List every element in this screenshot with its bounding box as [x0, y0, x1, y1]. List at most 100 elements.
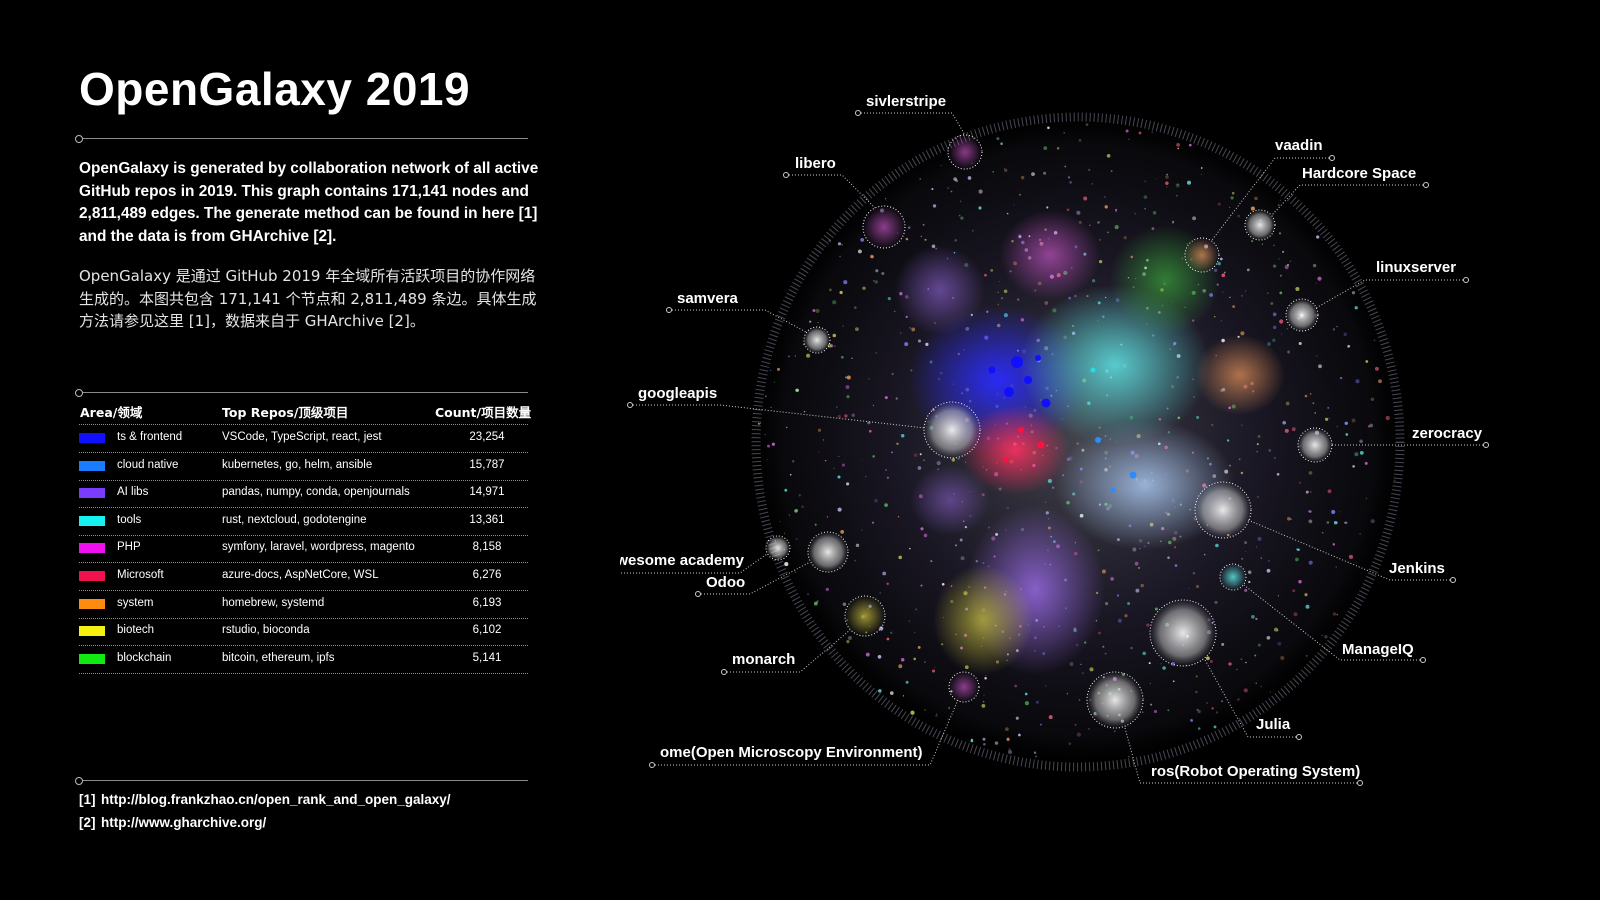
galaxy-label-julia: Julia: [1149, 599, 1302, 740]
graph-node: [1336, 325, 1338, 328]
graph-node: [1138, 566, 1140, 569]
area-color-swatch: [79, 543, 105, 554]
top-repos: VSCode, TypeScript, react, jest: [222, 431, 382, 443]
svg-text:samvera: samvera: [677, 290, 739, 307]
table-row: system homebrew, systemd 6,193: [79, 591, 528, 619]
graph-node: [958, 214, 961, 217]
graph-node: [842, 325, 844, 327]
reference-2-link[interactable]: http://www.gharchive.org/: [101, 815, 267, 830]
graph-node: [1316, 235, 1320, 239]
graph-node: [869, 254, 874, 259]
graph-node: [917, 339, 922, 343]
graph-node: [769, 369, 772, 372]
graph-node: [1114, 730, 1116, 733]
graph-node: [1256, 450, 1258, 453]
area-name: cloud native: [117, 458, 179, 471]
graph-node: [935, 714, 938, 717]
galaxy-label-awesome-academy: awesome academy: [620, 535, 791, 574]
graph-node: [868, 378, 870, 380]
graph-node: [971, 229, 974, 232]
graph-node: [1231, 191, 1235, 195]
graph-node: [1344, 521, 1347, 524]
graph-node: [992, 170, 995, 173]
graph-node: [917, 645, 921, 649]
graph-node: [1165, 186, 1168, 188]
graph-node: [1370, 397, 1375, 402]
graph-node: [906, 238, 909, 241]
graph-node: [1240, 658, 1243, 661]
area-name: AI libs: [117, 486, 149, 499]
graph-node: [1197, 727, 1201, 730]
graph-node: [959, 200, 962, 202]
graph-node: [1200, 173, 1202, 176]
graph-node: [1148, 662, 1151, 665]
graph-node: [1365, 497, 1368, 500]
graph-node: [1230, 196, 1234, 200]
graph-node: [947, 187, 949, 189]
graph-node: [947, 718, 949, 721]
graph-node: [806, 353, 811, 358]
table-row: Microsoft azure-docs, AspNetCore, WSL 6,27…: [79, 563, 528, 591]
graph-node: [877, 654, 882, 659]
top-repos: symfony, laravel, wordpress, magento: [222, 541, 415, 554]
graph-node: [809, 320, 812, 323]
graph-node: [911, 712, 913, 714]
graph-node: [930, 560, 933, 563]
graph-node: [920, 584, 923, 587]
graph-node: [1024, 701, 1029, 706]
graph-node: [1348, 554, 1354, 559]
repo-count: 6,276: [472, 569, 502, 581]
graph-node: [884, 396, 888, 400]
graph-node: [1221, 700, 1223, 702]
top-repos: rust, nextcloud, godotengine: [222, 513, 367, 526]
graph-node: [1021, 175, 1025, 180]
graph-node: [881, 271, 885, 276]
graph-node: [829, 288, 832, 292]
graph-node: [1098, 238, 1101, 241]
graph-node: [905, 680, 909, 684]
svg-text:monarch: monarch: [732, 651, 795, 668]
graph-node: [1190, 719, 1194, 722]
graph-node: [1175, 194, 1178, 197]
graph-node: [1247, 570, 1252, 574]
graph-node: [934, 666, 936, 668]
graph-node: [1076, 210, 1081, 215]
graph-node: [759, 422, 762, 424]
graph-node: [884, 503, 888, 507]
graph-node: [879, 592, 881, 594]
graph-node: [1015, 716, 1019, 720]
graph-node: [1347, 344, 1351, 348]
graph-node: [1196, 708, 1199, 711]
graph-node: [1091, 183, 1094, 185]
graph-node: [1272, 312, 1277, 317]
graph-node: [807, 593, 809, 595]
graph-node: [887, 296, 891, 301]
graph-node: [1192, 216, 1197, 221]
graph-node: [1215, 543, 1219, 548]
graph-node: [1245, 661, 1247, 664]
graph-node: [907, 226, 911, 229]
graph-node: [984, 273, 987, 277]
graph-node: [1284, 265, 1289, 270]
area-color-swatch: [79, 460, 105, 471]
graph-node: [915, 608, 918, 611]
graph-node: [1290, 518, 1292, 520]
graph-node: [1069, 181, 1072, 184]
graph-node: [1066, 208, 1070, 212]
area-name: PHP: [117, 541, 141, 554]
graph-node: [1144, 180, 1147, 183]
graph-node: [1056, 147, 1060, 150]
graph-node: [931, 669, 936, 673]
graph-node: [1186, 180, 1192, 185]
graph-node: [1267, 292, 1269, 294]
graph-node: [1081, 672, 1084, 675]
graph-node: [1102, 645, 1105, 648]
graph-node: [1257, 434, 1261, 438]
graph-node: [1336, 425, 1339, 428]
area-color-swatch: [79, 488, 105, 499]
graph-node: [1306, 655, 1308, 657]
graph-node: [990, 268, 994, 272]
graph-node: [837, 415, 841, 419]
reference-1-link[interactable]: http://blog.frankzhao.cn/open_rank_and_o…: [101, 792, 451, 807]
